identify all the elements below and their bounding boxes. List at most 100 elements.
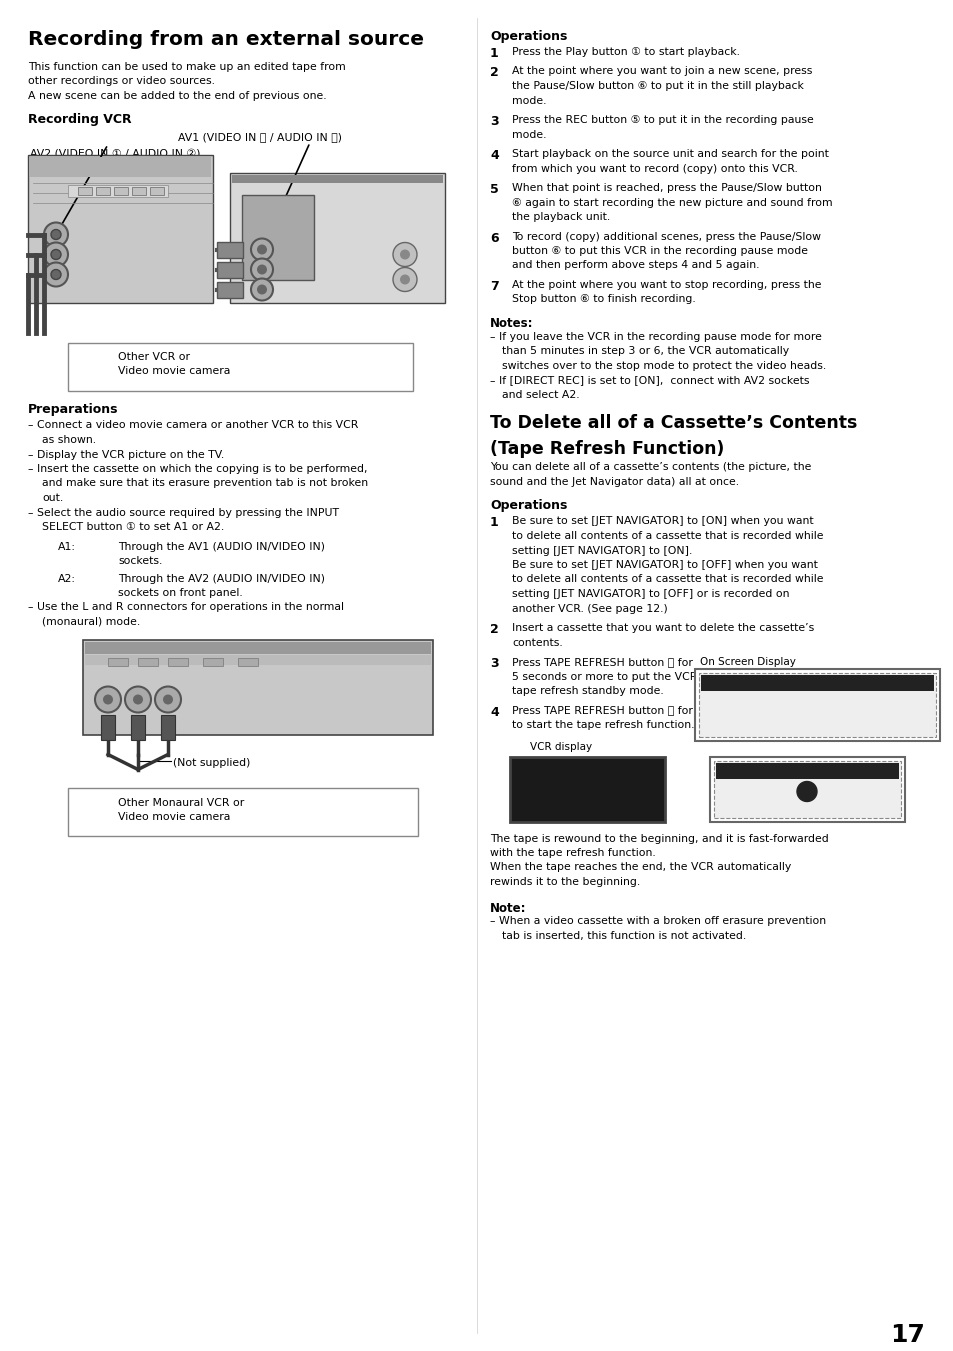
Text: tab is inserted, this function is not activated.: tab is inserted, this function is not ac… [501,931,745,942]
Circle shape [256,245,267,254]
Text: Press TAPE REFRESH button Ⓢ for 2 seconds or more: Press TAPE REFRESH button Ⓢ for 2 second… [512,705,797,716]
Bar [713,761,900,817]
Bar [203,658,223,666]
Bar [161,715,174,739]
Circle shape [256,285,267,295]
Text: rewinds it to the beginning.: rewinds it to the beginning. [490,877,639,888]
Text: sockets.: sockets. [118,557,162,566]
Text: Through the AV2 (AUDIO IN/VIDEO IN): Through the AV2 (AUDIO IN/VIDEO IN) [118,574,325,584]
Text: Through the AV1 (AUDIO IN/VIDEO IN): Through the AV1 (AUDIO IN/VIDEO IN) [118,542,325,551]
Circle shape [256,265,267,274]
Circle shape [251,239,273,261]
Text: On Screen Display: On Screen Display [700,657,795,667]
Bar [168,658,188,666]
Text: To record (copy) additional scenes, press the Pause/Slow: To record (copy) additional scenes, pres… [512,231,821,242]
Text: 4: 4 [490,149,498,162]
Bar [101,715,115,739]
Text: other recordings or video sources.: other recordings or video sources. [28,77,214,86]
Text: Video movie camera: Video movie camera [118,812,230,821]
Text: 1: 1 [490,47,498,59]
Bar [695,669,939,740]
Text: Note:: Note: [490,901,526,915]
Text: Recording from an external source: Recording from an external source [28,30,423,49]
Circle shape [95,686,121,712]
Circle shape [51,230,61,239]
Text: A1:: A1: [58,542,76,551]
Bar [242,195,314,280]
Circle shape [132,694,143,704]
Text: out.: out. [42,493,63,503]
Text: 3: 3 [490,115,498,128]
Circle shape [796,781,816,801]
Circle shape [163,694,172,704]
Text: END:STOP: END:STOP [783,804,829,812]
Text: button ⑥ to put this VCR in the recording pause mode: button ⑥ to put this VCR in the recordin… [512,246,807,255]
Text: 17: 17 [889,1323,924,1347]
Bar [113,186,128,195]
Bar [85,654,431,665]
Text: At the point where you want to join a new scene, press: At the point where you want to join a ne… [512,66,812,77]
Bar [230,173,444,303]
Bar [96,186,110,195]
Bar [699,673,935,738]
Text: another VCR. (See page 12.): another VCR. (See page 12.) [512,604,667,613]
Text: the Pause/Slow button ⑥ to put it in the still playback: the Pause/Slow button ⑥ to put it in the… [512,81,803,91]
Text: To Delete all of a Cassette’s Contents: To Delete all of a Cassette’s Contents [490,415,857,432]
Text: – Select the audio source required by pressing the INPUT: – Select the audio source required by pr… [28,508,338,517]
Bar [510,757,664,821]
Text: This function can be used to make up an edited tape from: This function can be used to make up an … [28,62,345,72]
Circle shape [251,278,273,300]
Text: Preparations: Preparations [28,403,118,416]
Text: from which you want to record (copy) onto this VCR.: from which you want to record (copy) ont… [512,163,797,173]
Bar [150,186,164,195]
Text: AV1 (VIDEO IN Ⓒ / AUDIO IN Ⓜ): AV1 (VIDEO IN Ⓒ / AUDIO IN Ⓜ) [178,132,341,142]
Text: setting [JET NAVIGATOR] to [OFF] or is recorded on: setting [JET NAVIGATOR] to [OFF] or is r… [512,589,789,598]
Text: to delete all contents of a cassette that is recorded while: to delete all contents of a cassette tha… [512,574,822,585]
Text: 2: 2 [490,623,498,636]
Text: (monaural) mode.: (monaural) mode. [42,617,140,627]
Text: switches over to the stop mode to protect the video heads.: switches over to the stop mode to protec… [501,361,825,372]
Bar [68,185,168,196]
Circle shape [125,686,151,712]
Circle shape [399,250,410,259]
Text: – Use the L and R connectors for operations in the normal: – Use the L and R connectors for operati… [28,603,344,612]
Text: sound and the Jet Navigator data) all at once.: sound and the Jet Navigator data) all at… [490,477,739,486]
Text: Operations: Operations [490,30,567,43]
Bar [700,676,933,690]
Text: – If you leave the VCR in the recording pause mode for more: – If you leave the VCR in the recording … [490,332,821,342]
Text: 2: 2 [490,66,498,80]
Text: 5: 5 [490,182,498,196]
Text: A2:: A2: [58,574,76,584]
Bar [30,157,211,177]
Text: 7: 7 [490,280,498,293]
Text: as shown.: as shown. [42,435,96,444]
Text: mode.: mode. [512,130,546,139]
Circle shape [154,686,181,712]
Bar [138,658,158,666]
Text: than 5 minutes in step 3 or 6, the VCR automatically: than 5 minutes in step 3 or 6, the VCR a… [501,346,788,357]
Bar [237,658,257,666]
Circle shape [399,274,410,285]
Text: 5 seconds or more to put the VCR in: 5 seconds or more to put the VCR in [512,671,710,681]
Text: rF: rF [563,766,610,804]
Text: Recording VCR: Recording VCR [28,113,132,127]
Text: setting [JET NAVIGATOR] to [ON].: setting [JET NAVIGATOR] to [ON]. [512,546,692,555]
Text: Video movie camera: Video movie camera [118,366,230,377]
Bar [216,242,243,258]
Circle shape [44,223,68,246]
Text: – Connect a video movie camera or another VCR to this VCR: – Connect a video movie camera or anothe… [28,420,358,431]
Circle shape [44,262,68,286]
Bar [78,186,91,195]
Text: 3: 3 [490,657,498,670]
Text: TAPE REFRESH: TAPE REFRESH [779,676,854,685]
Text: Other VCR or: Other VCR or [118,353,190,362]
Bar [131,715,145,739]
Text: SELECT button ① to set A1 or A2.: SELECT button ① to set A1 or A2. [42,521,224,532]
Text: with the tape refresh function.: with the tape refresh function. [490,848,655,858]
Text: 6: 6 [490,231,498,245]
Text: Press the REC button ⑤ to put it in the recording pause: Press the REC button ⑤ to put it in the … [512,115,813,126]
Text: At the point where you want to stop recording, press the: At the point where you want to stop reco… [512,280,821,290]
Text: sockets on front panel.: sockets on front panel. [118,588,242,598]
Circle shape [393,267,416,292]
Bar [216,262,243,277]
